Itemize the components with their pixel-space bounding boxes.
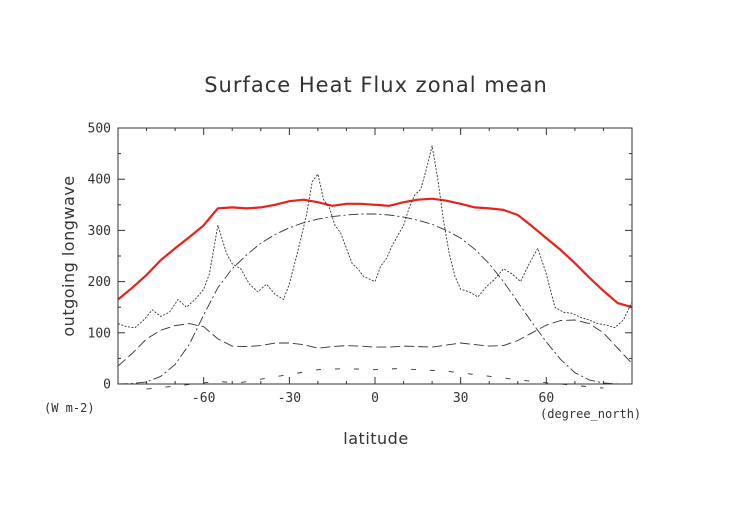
x-tick-label: 60 xyxy=(539,391,555,406)
y-tick-label: 200 xyxy=(88,275,111,290)
x-tick-label: -30 xyxy=(278,391,301,406)
series-line-dotted xyxy=(117,145,633,329)
x-tick-label: 0 xyxy=(371,391,379,406)
series-layer xyxy=(117,145,633,390)
series-line-solid xyxy=(117,197,633,309)
y-tick-label: 0 xyxy=(103,378,111,393)
x-axis-label: latitude xyxy=(343,429,408,448)
x-unit-label: (degree_north) xyxy=(540,407,641,421)
x-tick-label: 30 xyxy=(453,391,469,406)
y-tick-label: 400 xyxy=(88,173,111,188)
y-axis-label: outgoing longwave xyxy=(59,175,78,336)
plot-frame xyxy=(117,127,633,385)
series-line-dashed xyxy=(117,319,633,367)
y-tick-label: 300 xyxy=(88,224,111,239)
series-line-dash-dot xyxy=(117,213,632,385)
series-line-sparse-dashes xyxy=(146,368,604,390)
x-tick-label: -60 xyxy=(192,391,215,406)
y-tick-label: 100 xyxy=(88,326,111,341)
chart-title: Surface Heat Flux zonal mean xyxy=(204,73,548,97)
y-tick-label: 500 xyxy=(88,122,111,137)
y-unit-label: (W m-2) xyxy=(44,401,95,415)
ticks-layer: 0 100 200 300 400 500 -60 -30 0 30 60 xyxy=(88,122,633,406)
